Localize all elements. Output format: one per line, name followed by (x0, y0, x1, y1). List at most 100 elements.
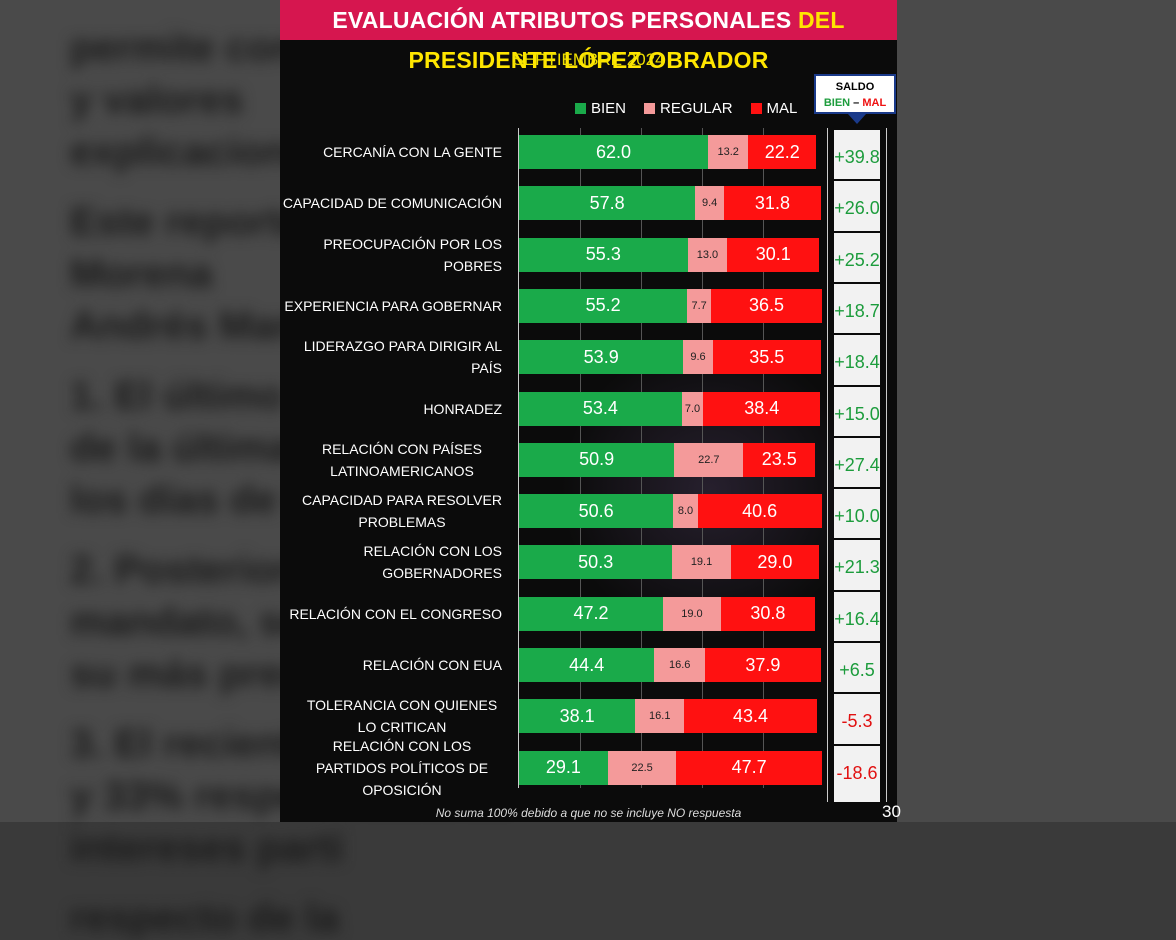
data-label-regular: 7.7 (691, 299, 707, 312)
bar-segment-mal: 40.6 (697, 494, 822, 529)
saldo-header-formula: BIEN – MAL (816, 95, 894, 111)
saldo-value: +15.0 (834, 403, 880, 424)
category-label: RELACIÓN CON PAÍSES LATINOAMERICANOS (280, 437, 502, 483)
saldo-separator (834, 281, 880, 284)
saldo-header-label: SALDO (835, 81, 875, 93)
saldo-header-dash: – (850, 97, 863, 109)
category-label-text: RELACIÓN CON LOS GOBERNADORES (363, 543, 502, 582)
data-label-bien: 50.3 (578, 551, 614, 572)
data-label-bien: 62.0 (596, 141, 632, 162)
data-label-bien: 47.2 (573, 603, 609, 624)
data-label-bien: 29.1 (545, 757, 581, 778)
category-label-text: TOLERANCIA CON QUIENES LO CRITICAN (306, 697, 498, 736)
saldo-value: -5.3 (841, 711, 873, 732)
saldo-value: +26.0 (834, 198, 880, 219)
category-label: EXPERIENCIA PARA GOBERNAR (280, 283, 502, 329)
data-label-regular: 13.0 (696, 248, 719, 261)
data-label-regular: 9.4 (701, 197, 718, 210)
data-label-bien: 57.8 (589, 192, 625, 213)
bar-segment-mal: 22.2 (748, 135, 817, 169)
data-label-mal: 22.2 (764, 141, 800, 162)
legend-item-regular: REGULAR (644, 100, 733, 117)
bar-segment-bien: 53.9 (519, 340, 684, 375)
blurred-text-line: Este reporte (70, 200, 304, 244)
bar-segment-bien: 62.0 (519, 135, 709, 169)
saldo-separator (834, 487, 880, 490)
saldo-bracket-left (827, 128, 828, 802)
category-label: HONRADEZ (280, 386, 502, 432)
category-label-text: RELACIÓN CON EUA (362, 657, 502, 673)
data-label-regular: 7.0 (684, 402, 701, 415)
category-label-text: CAPACIDAD PARA RESOLVER PROBLEMAS (302, 492, 502, 531)
blurred-text-line: respecto de la (70, 896, 340, 940)
legend-item-mal: MAL (750, 100, 797, 117)
bar-segment-mal: 35.5 (712, 340, 821, 375)
data-label-mal: 43.4 (732, 705, 768, 726)
data-label-bien: 53.9 (583, 346, 619, 367)
data-label-regular: 16.6 (669, 659, 691, 671)
legend-swatch-bien (575, 103, 586, 114)
saldo-separator (834, 333, 880, 336)
bar-segment-mal: 37.9 (705, 648, 821, 682)
title-white: EVALUACIÓN ATRIBUTOS PERSONALES (332, 7, 792, 33)
saldo-separator (834, 435, 880, 438)
saldo-value: +39.8 (834, 147, 880, 167)
chart-title: EVALUACIÓN ATRIBUTOS PERSONALES DEL PRES… (280, 0, 897, 73)
bar-segment-bien: 57.8 (519, 186, 696, 221)
bar-segment-regular: 13.0 (687, 237, 728, 272)
saldo-value: +27.4 (834, 454, 880, 475)
data-label-mal: 29.0 (757, 551, 793, 572)
blurred-text-line: mandato, se (70, 600, 304, 644)
saldo-separator (834, 589, 880, 592)
saldo-separator (834, 538, 880, 541)
data-label-bien: 55.3 (585, 244, 621, 265)
bar-segment-regular: 7.7 (687, 288, 711, 323)
category-label-text: CAPACIDAD DE COMUNICACIÓN (282, 195, 502, 212)
saldo-value: +16.4 (834, 608, 880, 629)
data-label-regular: 19.0 (681, 607, 703, 620)
bar-segment-regular: 22.7 (674, 442, 744, 477)
bar-segment-mal: 47.7 (676, 750, 822, 785)
bar-segment-bien: 38.1 (519, 699, 636, 734)
data-label-regular: 9.6 (690, 351, 706, 364)
bar-segment-bien: 55.2 (519, 288, 688, 323)
bar-segment-bien: 47.2 (519, 596, 663, 631)
blurred-text-line: 1. El último (70, 374, 284, 418)
data-label-mal: 23.5 (761, 449, 797, 470)
category-label-text: HONRADEZ (423, 400, 502, 417)
legend-label-regular: REGULAR (660, 100, 733, 117)
data-label-bien: 50.6 (578, 500, 614, 521)
chart-legend: BIEN REGULAR MAL (575, 100, 815, 117)
bar-segment-regular: 9.6 (683, 340, 713, 375)
legend-label-bien: BIEN (591, 100, 627, 117)
blurred-text-line: Morena (70, 252, 213, 296)
saldo-value: +10.0 (834, 506, 880, 527)
bar-segment-regular: 22.5 (607, 750, 677, 785)
data-label-bien: 55.2 (585, 295, 621, 316)
category-label: TOLERANCIA CON QUIENES LO CRITICAN (280, 693, 502, 739)
saldo-value: +18.7 (834, 300, 880, 321)
bar-segment-mal: 43.4 (684, 699, 817, 734)
saldo-value: +6.5 (839, 660, 875, 680)
saldo-separator (834, 384, 880, 387)
saldo-header: SALDO BIEN – MAL (814, 74, 896, 114)
data-label-bien: 44.4 (569, 654, 605, 675)
data-label-regular: 8.0 (677, 505, 694, 518)
footnote: No suma 100% debido a que no se incluye … (435, 806, 742, 820)
bar-segment-bien: 50.3 (519, 545, 673, 580)
bar-segment-bien: 44.4 (519, 648, 655, 682)
bar-segment-regular: 13.2 (708, 135, 749, 169)
category-label: RELACIÓN CON LOS PARTIDOS POLÍTICOS DE O… (280, 738, 502, 798)
category-label-text: RELACIÓN CON EL CONGRESO (289, 605, 502, 622)
data-label-regular: 16.1 (649, 710, 671, 723)
data-label-mal: 40.6 (742, 500, 778, 521)
bar-segment-regular: 16.6 (654, 648, 706, 682)
data-label-bien: 38.1 (559, 705, 595, 726)
bar-segment-regular: 16.1 (635, 699, 685, 734)
bar-segment-regular: 19.0 (662, 596, 721, 631)
bar-segment-mal: 31.8 (723, 186, 821, 221)
legend-swatch-regular (644, 103, 656, 114)
bar-segment-mal: 36.5 (710, 288, 823, 323)
bar-segment-mal: 30.1 (727, 237, 820, 272)
blurred-text-line: 3. El reciente (70, 722, 317, 766)
